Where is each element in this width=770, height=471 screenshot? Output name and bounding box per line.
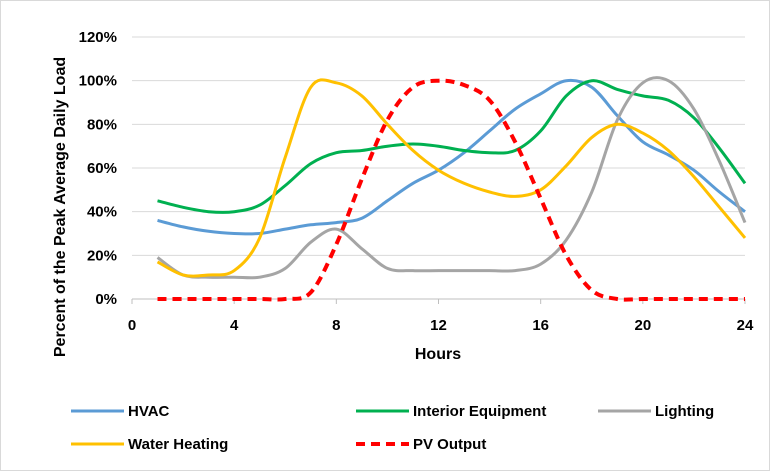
y-tick-label: 120% bbox=[79, 29, 117, 46]
tick-labels: 0% 20% 40% 60% 80% 100% 120% 0 4 8 12 16 20 24 bbox=[79, 29, 754, 334]
legend-label-interior-equipment: Interior Equipment bbox=[413, 403, 546, 420]
legend-label-lighting: Lighting bbox=[655, 403, 714, 420]
series-line-pv-output bbox=[157, 78, 745, 302]
x-tick-label: 16 bbox=[532, 317, 549, 334]
legend-label-hvac: HVAC bbox=[128, 403, 170, 420]
x-tick-label: 12 bbox=[430, 317, 447, 334]
series-line-lighting bbox=[156, 76, 747, 280]
series-line-hvac bbox=[157, 78, 746, 236]
x-tick-label: 0 bbox=[128, 317, 136, 334]
series-line-interior-equipment bbox=[157, 79, 747, 214]
y-tick-label: 40% bbox=[87, 204, 117, 221]
y-tick-label: 0% bbox=[95, 291, 117, 308]
y-tick-label: 60% bbox=[87, 160, 117, 177]
legend-label-water-heating: Water Heating bbox=[128, 436, 228, 453]
x-axis-title: Hours bbox=[415, 346, 461, 363]
x-tick-label: 24 bbox=[737, 317, 754, 334]
series-lines bbox=[156, 76, 747, 302]
y-tick-label: 20% bbox=[87, 247, 117, 264]
legend-label-pv-output: PV Output bbox=[413, 436, 486, 453]
y-tick-label: 80% bbox=[87, 116, 117, 133]
y-tick-label: 100% bbox=[79, 73, 117, 90]
legend: HVAC Interior Equipment Lighting Water Heat… bbox=[71, 403, 714, 453]
x-tick-label: 20 bbox=[634, 317, 651, 334]
x-tick-label: 8 bbox=[332, 317, 340, 334]
y-axis-title: Percent of the Peak Average Daily Load bbox=[52, 57, 69, 357]
series-line-water-heating bbox=[156, 78, 747, 278]
x-tick-label: 4 bbox=[230, 317, 239, 334]
